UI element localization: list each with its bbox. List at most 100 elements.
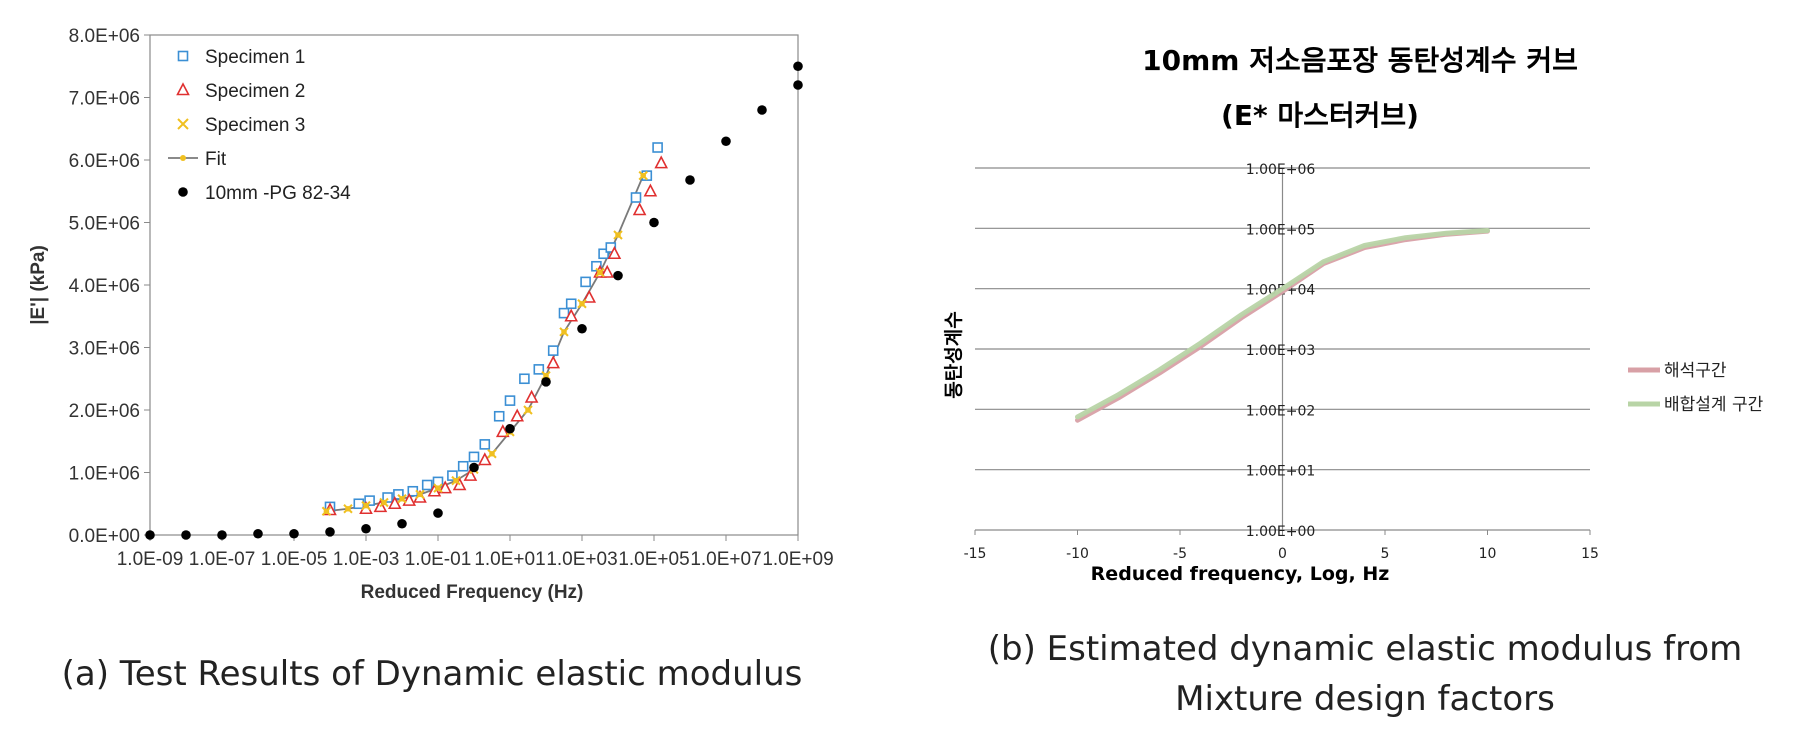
pg8234-point bbox=[757, 105, 767, 115]
chart-a-xtick-label: 1.0E+01 bbox=[474, 549, 545, 570]
fit-point bbox=[323, 508, 330, 515]
legend-label: Specimen 2 bbox=[205, 81, 305, 102]
fit-point bbox=[640, 172, 646, 179]
fit-point bbox=[525, 407, 531, 413]
legend-pg8234-symbol bbox=[178, 187, 188, 197]
specimen2-point bbox=[564, 308, 579, 322]
fit-point bbox=[489, 450, 495, 457]
specimen1-point bbox=[468, 451, 480, 463]
caption-b-line2: Mixture design factors bbox=[1175, 679, 1555, 719]
fit-point bbox=[417, 491, 423, 498]
legend-specimen3-symbol bbox=[177, 118, 189, 130]
specimen1-point bbox=[457, 460, 469, 472]
pg8234-point bbox=[505, 423, 515, 434]
specimen2-point bbox=[463, 467, 478, 481]
chart-b-xtick-label: -10 bbox=[1066, 546, 1089, 562]
legend-label: 10mm -PG 82-34 bbox=[205, 183, 351, 204]
specimen1-point bbox=[580, 276, 591, 288]
specimen2-point bbox=[582, 289, 597, 303]
fit-point bbox=[579, 300, 585, 307]
specimen1-point bbox=[533, 364, 545, 375]
pg8234-point bbox=[433, 508, 443, 518]
specimen2-point bbox=[402, 492, 417, 506]
legend-label: Specimen 3 bbox=[205, 115, 305, 136]
chart-b-xtick-label: -5 bbox=[1173, 546, 1187, 562]
specimen1-point bbox=[519, 373, 530, 385]
fit-point bbox=[453, 477, 459, 484]
chart-a-xtick-label: 1.0E-05 bbox=[261, 549, 328, 570]
pg8234-point bbox=[793, 80, 803, 90]
chart-a-ytick-label: 5.0E+06 bbox=[69, 214, 140, 235]
specimen1-point bbox=[547, 345, 559, 356]
pg8234-point bbox=[685, 175, 695, 185]
fit-point bbox=[345, 505, 351, 512]
specimen1-point bbox=[382, 492, 393, 503]
pg8234-point bbox=[145, 530, 155, 540]
chart-b-xtick-label: -15 bbox=[964, 546, 987, 562]
specimen1-point bbox=[504, 395, 516, 406]
fit-point bbox=[543, 372, 549, 379]
chart-a-xtick-label: 1.0E+07 bbox=[690, 549, 761, 570]
chart-a-ytick-label: 3.0E+06 bbox=[69, 339, 140, 360]
specimen2-point bbox=[643, 183, 658, 197]
pg8234-point bbox=[361, 523, 371, 534]
legend-b-label: 해석구간 bbox=[1664, 361, 1727, 381]
specimen1-point bbox=[447, 470, 458, 481]
specimen1-point bbox=[493, 410, 505, 422]
chart-a-xtick-label: 1.0E-01 bbox=[405, 549, 472, 570]
chart-b-ylabel: 동탄성계수 bbox=[943, 311, 965, 398]
specimen2-point bbox=[546, 355, 561, 369]
specimen2-point bbox=[495, 424, 510, 438]
specimen1-point bbox=[421, 479, 433, 491]
caption-a: (a) Test Results of Dynamic elastic modu… bbox=[62, 654, 803, 694]
legend-label: Fit bbox=[205, 149, 227, 170]
specimen1-point bbox=[652, 142, 663, 153]
chart-a-ytick-label: 7.0E+06 bbox=[69, 89, 140, 110]
legend-fit-symbol bbox=[180, 155, 186, 161]
caption-b-line1: (b) Estimated dynamic elastic modulus fr… bbox=[988, 629, 1743, 669]
chart-a-xtick-label: 1.0E-07 bbox=[189, 549, 256, 570]
chart-a-marks bbox=[145, 61, 803, 540]
specimen2-point bbox=[607, 246, 622, 260]
pg8234-point bbox=[325, 527, 335, 537]
chart-b-marks bbox=[1075, 228, 1490, 423]
specimen1-point bbox=[591, 260, 602, 272]
fit-point bbox=[363, 502, 369, 509]
pg8234-point bbox=[541, 377, 551, 387]
legend-specimen1-symbol bbox=[177, 50, 189, 62]
specimen1-point bbox=[598, 248, 609, 260]
specimen1-point bbox=[479, 439, 491, 450]
specimen2-point bbox=[477, 452, 492, 466]
chart-a-ytick-label: 1.0E+06 bbox=[69, 464, 140, 485]
pg8234-point bbox=[721, 136, 731, 147]
chart-b-ytick-label: 1.00E+02 bbox=[1246, 403, 1316, 419]
chart-a-xtick-label: 1.0E+09 bbox=[762, 549, 833, 570]
chart-b-subtitle: (E* 마스터커브) bbox=[1221, 99, 1419, 132]
chart-a-xtick-label: 1.0E+03 bbox=[546, 549, 617, 570]
pg8234-point bbox=[181, 530, 191, 540]
legend-label: Specimen 1 bbox=[205, 47, 305, 68]
pg8234-point bbox=[253, 528, 263, 539]
fit-point bbox=[597, 269, 603, 276]
specimen1-point bbox=[565, 298, 577, 310]
chart-b-ytick-label: 1.00E+05 bbox=[1246, 222, 1316, 238]
chart-a-ytick-label: 2.0E+06 bbox=[69, 401, 140, 422]
pg8234-point bbox=[793, 61, 803, 72]
chart-b-xtick-label: 10 bbox=[1479, 546, 1497, 562]
chart-b-xtick-label: 0 bbox=[1278, 546, 1287, 562]
chart-b-xtick-label: 15 bbox=[1581, 546, 1599, 562]
fit-point bbox=[615, 232, 621, 238]
chart-a-ticks: 0.0E+00 1.0E+06 2.0E+06 3.0E+06 4.0E+06 5.0E+… bbox=[69, 26, 834, 570]
legend-specimen2-symbol bbox=[176, 82, 190, 96]
legend-b-label: 배합설계 구간 bbox=[1664, 395, 1764, 415]
specimen2-point bbox=[524, 389, 539, 403]
chart-b-ytick-label: 1.00E+00 bbox=[1246, 524, 1316, 540]
chart-b-title: 10mm 저소음포장 동탄성계수 커브 bbox=[1142, 44, 1578, 77]
specimen2-point bbox=[600, 264, 615, 278]
chart-a-xlabel: Reduced Frequency (Hz) bbox=[361, 582, 584, 603]
pg8234-point bbox=[649, 217, 659, 228]
pg8234-point bbox=[217, 530, 227, 540]
